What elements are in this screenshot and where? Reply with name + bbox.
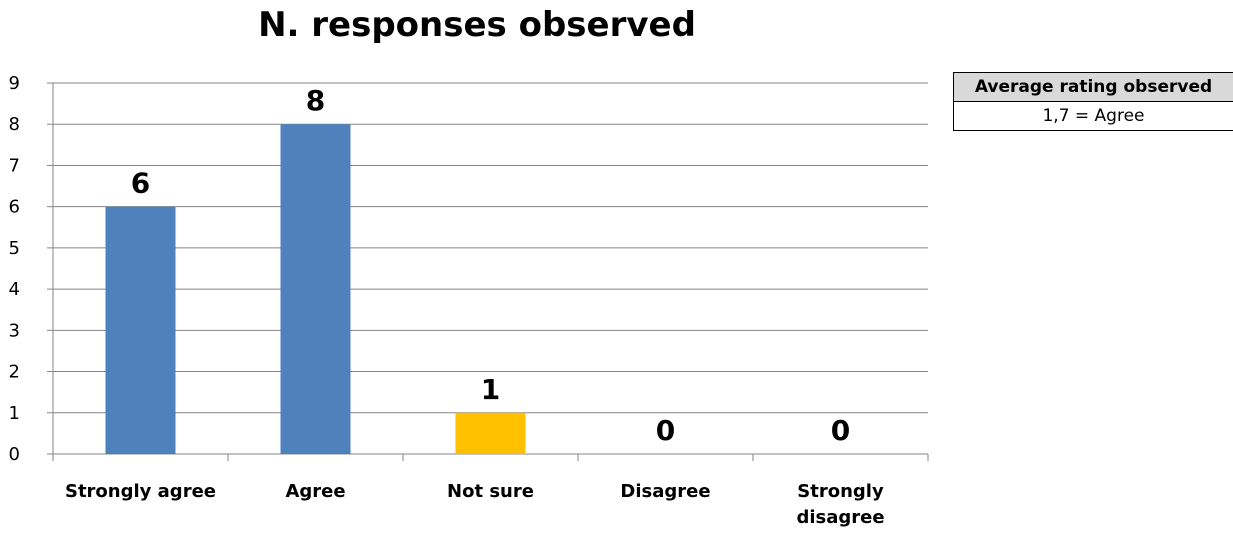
- data-label: 1: [481, 373, 500, 406]
- y-tick-label: 2: [9, 362, 20, 383]
- y-tick-label: 5: [9, 238, 20, 259]
- y-tick-label: 3: [9, 320, 20, 341]
- average-rating-table: Average rating observed 1,7 = Agree: [953, 72, 1233, 131]
- y-tick-label: 8: [9, 114, 20, 135]
- category-label: Agree: [285, 481, 345, 502]
- data-label: 6: [131, 167, 150, 200]
- data-label: 8: [306, 84, 325, 117]
- average-rating-header: Average rating observed: [953, 72, 1233, 102]
- chart-title: N. responses observed: [258, 5, 696, 45]
- average-rating-value: 1,7 = Agree: [953, 102, 1233, 131]
- category-label: Disagree: [620, 481, 710, 502]
- gridlines: [53, 82, 928, 414]
- bar-2: [455, 412, 526, 454]
- y-tick-label: 1: [9, 403, 20, 424]
- bar-0: [105, 206, 176, 454]
- bars: [105, 124, 526, 454]
- category-label: Not sure: [447, 481, 534, 502]
- y-tick-label: 4: [9, 279, 20, 300]
- y-tick-label: 6: [9, 197, 20, 218]
- data-label: 0: [656, 414, 675, 447]
- category-label: Strongly agree: [65, 481, 216, 502]
- y-tick-label: 7: [9, 155, 20, 176]
- bar-1: [280, 124, 351, 454]
- category-label: Strongly disagree: [796, 481, 884, 528]
- y-tick-label: 9: [9, 73, 20, 94]
- data-label: 0: [831, 414, 850, 447]
- labels: 6 Strongly agree 8 Agree 1 Not sure 0 Disagree 0…: [65, 84, 885, 528]
- y-tick-label: 0: [9, 444, 20, 465]
